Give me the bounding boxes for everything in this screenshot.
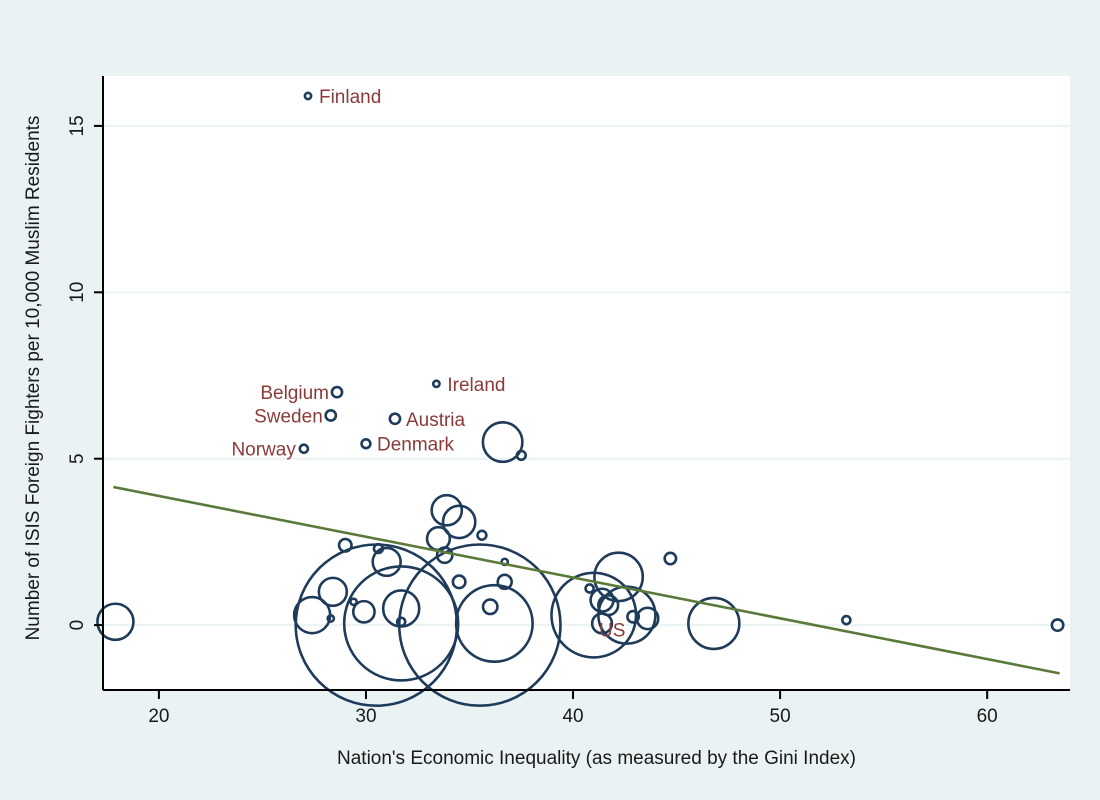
x-tick-label: 20 <box>148 706 169 727</box>
x-tick-label: 30 <box>355 706 376 727</box>
y-axis-title: Number of ISIS Foreign Fighters per 10,0… <box>23 116 44 641</box>
point-denmark <box>360 438 372 450</box>
x-tick-label: 60 <box>977 706 998 727</box>
data-point <box>687 596 741 651</box>
y-tick-label: 15 <box>67 115 88 136</box>
label-us: US <box>599 620 625 641</box>
y-tick-label: 0 <box>67 620 88 631</box>
point-austria <box>388 412 402 426</box>
point-us <box>590 612 614 635</box>
point-belgium <box>330 385 344 399</box>
grid <box>103 124 1070 627</box>
data-point <box>584 583 595 594</box>
label-norway: Norway <box>231 440 296 461</box>
label-ireland: Ireland <box>447 375 505 396</box>
data-point <box>372 542 385 555</box>
data-point <box>476 529 488 541</box>
point-norway <box>298 443 310 455</box>
data-point <box>441 504 477 540</box>
label-austria: Austria <box>406 410 466 431</box>
x-tick-label: 40 <box>562 706 583 727</box>
point-sweden <box>324 409 338 422</box>
fit-line <box>113 485 1060 675</box>
bubble-layer <box>96 91 1065 708</box>
label-finland: Finland <box>319 87 381 108</box>
data-point <box>663 551 678 566</box>
data-point <box>481 598 499 616</box>
point-labels: Finland Belgium Ireland Sweden Austria Denmar… <box>231 87 625 641</box>
data-point <box>515 449 527 462</box>
axes: 20 30 40 50 60 0 5 10 15 <box>67 76 1070 727</box>
data-point <box>337 537 353 553</box>
data-point <box>435 546 454 565</box>
data-point <box>371 546 402 578</box>
data-point <box>626 609 641 624</box>
plot-area <box>103 76 1070 690</box>
data-point <box>395 616 407 628</box>
point-finland <box>303 91 313 101</box>
data-point <box>1050 618 1065 633</box>
label-denmark: Denmark <box>377 435 455 456</box>
data-point <box>430 493 464 527</box>
data-point <box>317 576 349 608</box>
data-point <box>496 573 513 591</box>
y-tick-label: 5 <box>67 453 88 464</box>
x-axis-title: Nation's Economic Inequality (as measure… <box>337 748 856 769</box>
data-point <box>841 614 852 626</box>
data-point <box>349 597 358 607</box>
data-point <box>326 614 336 623</box>
label-belgium: Belgium <box>260 383 329 404</box>
data-point <box>451 574 467 590</box>
y-tick-label: 10 <box>67 282 88 303</box>
data-point <box>635 606 660 631</box>
point-ireland <box>431 379 441 389</box>
x-tick-label: 50 <box>770 706 791 727</box>
data-point <box>454 583 534 663</box>
label-sweden: Sweden <box>254 406 323 427</box>
data-point <box>481 421 524 464</box>
data-point <box>351 599 376 624</box>
data-point <box>96 602 135 642</box>
